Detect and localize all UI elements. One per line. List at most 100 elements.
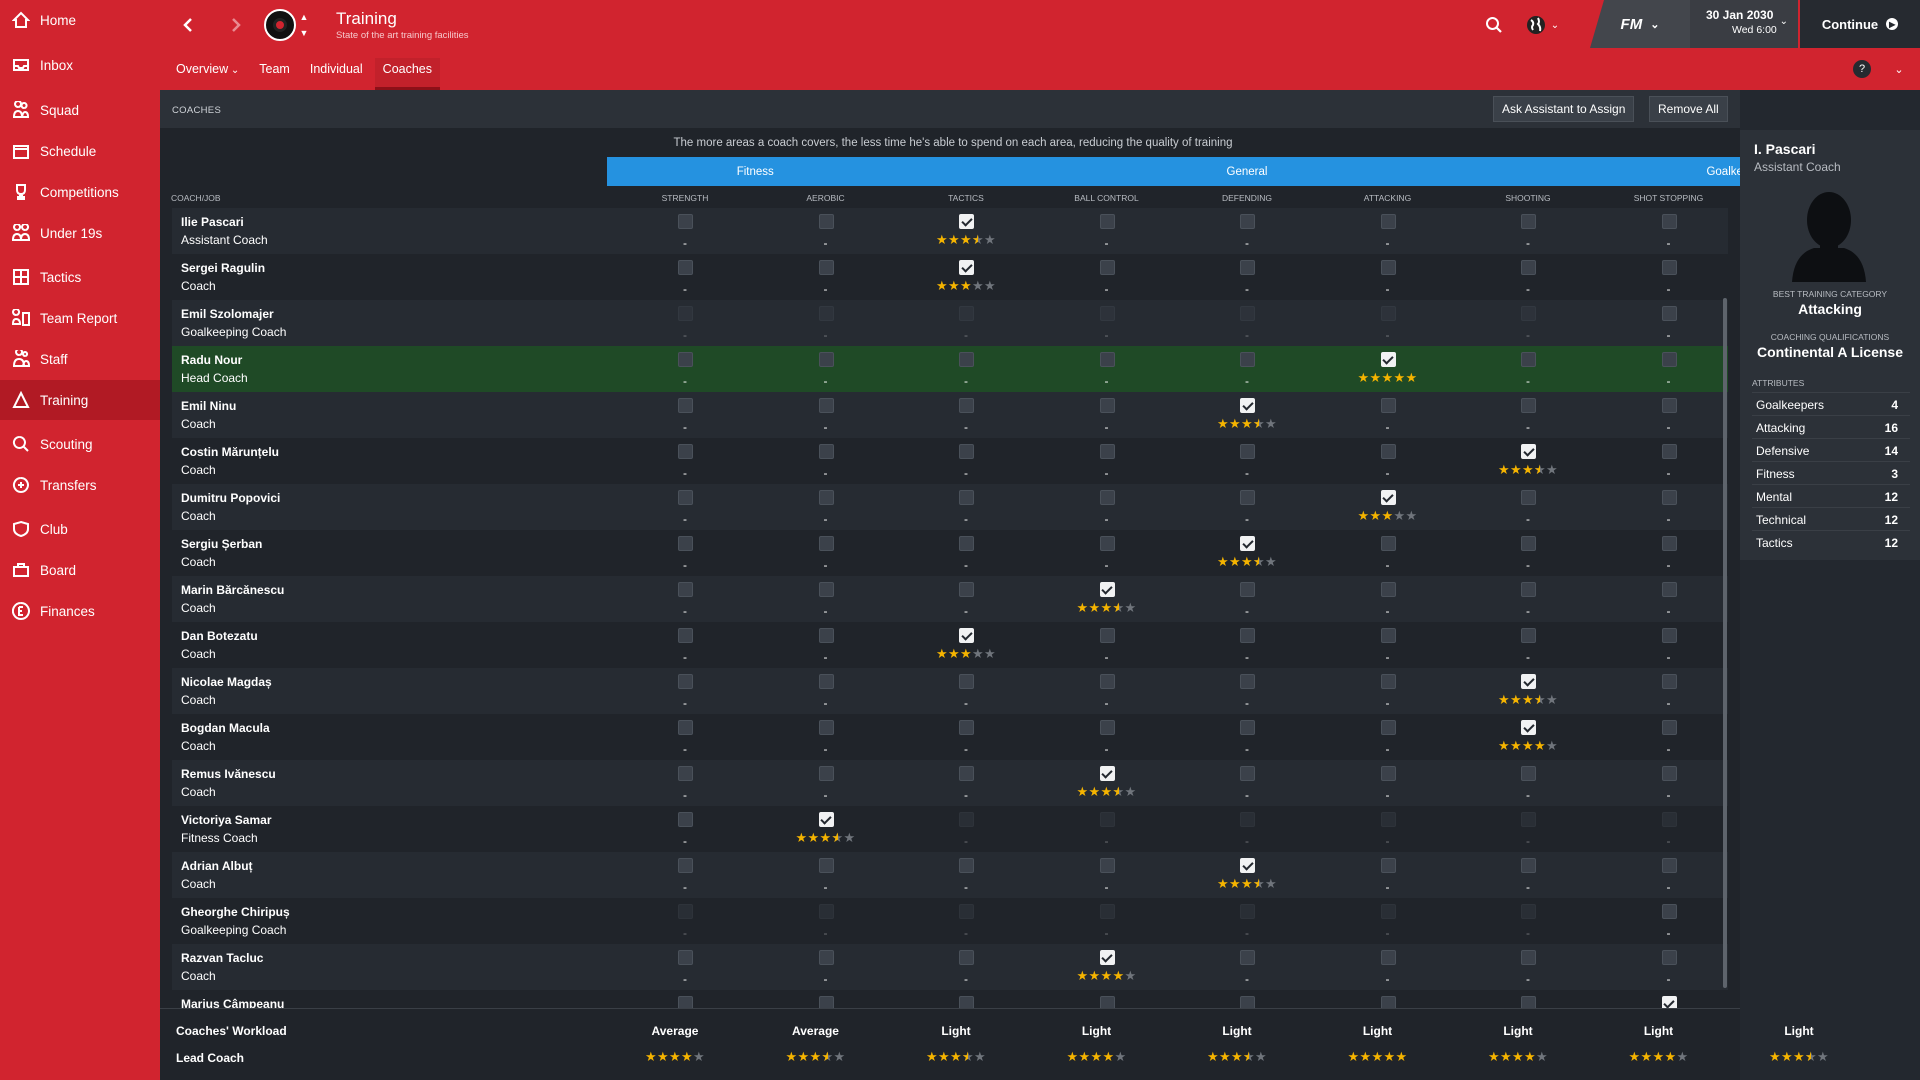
tab-overview[interactable]: Overview ⌄ [168,58,247,90]
assign-checkbox[interactable] [1240,490,1255,505]
assign-checkbox[interactable] [678,352,693,367]
table-row[interactable]: Emil Szolomajer Goalkeeping Coach - - - - - - - - [172,300,1728,346]
assign-checkbox[interactable] [1521,904,1536,919]
coach-name[interactable]: Nicolae Magdaș [181,675,272,689]
assign-checkbox[interactable] [1521,996,1536,1008]
assign-checkbox[interactable] [1240,260,1255,275]
assign-checkbox[interactable] [678,490,693,505]
assign-checkbox[interactable] [959,582,974,597]
assign-checkbox[interactable] [1240,766,1255,781]
assign-checkbox[interactable] [1240,904,1255,919]
assign-checkbox[interactable] [1099,628,1115,643]
assign-checkbox[interactable] [678,996,693,1008]
assign-checkbox[interactable] [818,214,834,229]
assign-checkbox[interactable] [1240,444,1255,459]
assign-checkbox[interactable] [1099,996,1115,1008]
assign-checkbox[interactable] [818,996,834,1008]
assign-checkbox[interactable] [818,398,834,413]
assign-checkbox[interactable] [959,996,974,1008]
assign-checkbox[interactable] [678,766,693,781]
coach-name[interactable]: Sergiu Șerban [181,537,263,551]
coach-name[interactable]: Sergei Ragulin [181,261,266,275]
assign-checkbox[interactable] [959,490,974,505]
assign-checkbox[interactable] [1380,398,1396,413]
assign-checkbox[interactable] [1521,858,1536,873]
forward-arrow-icon[interactable] [224,12,248,38]
assign-checkbox[interactable] [1099,766,1115,781]
assign-checkbox[interactable] [1661,996,1677,1008]
assign-checkbox[interactable] [959,858,974,873]
remove-all-button[interactable]: Remove All [1649,96,1728,122]
assign-checkbox[interactable] [1099,444,1115,459]
coach-name[interactable]: Marin Bărcănescu [181,583,285,597]
assign-checkbox[interactable] [818,260,834,275]
assign-checkbox[interactable] [1661,858,1677,873]
assign-checkbox[interactable] [1240,812,1255,827]
assign-checkbox[interactable] [1661,536,1677,551]
assign-checkbox[interactable] [818,858,834,873]
coach-name[interactable]: Razvan Tacluc [181,951,264,965]
sidebar-item-board[interactable]: Board [0,550,160,590]
assign-checkbox[interactable] [959,260,974,275]
tab-team[interactable]: Team [251,58,298,90]
coach-name[interactable]: Remus Ivănescu [181,767,276,781]
sidebar-item-competitions[interactable]: Competitions [0,172,160,212]
assign-checkbox[interactable] [959,766,974,781]
assign-checkbox[interactable] [959,720,974,735]
assign-checkbox[interactable] [959,398,974,413]
assign-checkbox[interactable] [1099,674,1115,689]
assign-checkbox[interactable] [1661,260,1677,275]
column-header-ball-control[interactable]: BALL CONTROL [1074,193,1139,203]
assign-checkbox[interactable] [1099,214,1115,229]
help-icon[interactable]: ? [1853,60,1871,78]
assign-checkbox[interactable] [818,582,834,597]
assign-checkbox[interactable] [959,536,974,551]
assign-checkbox[interactable] [1521,306,1536,321]
sidebar-item-squad[interactable]: Squad [0,90,160,130]
assign-checkbox[interactable] [678,674,693,689]
assign-checkbox[interactable] [1099,582,1115,597]
sidebar-item-team-report[interactable]: Team Report [0,298,160,338]
ask-assistant-button[interactable]: Ask Assistant to Assign [1493,96,1635,122]
assign-checkbox[interactable] [1661,352,1677,367]
sidebar-item-inbox[interactable]: Inbox [0,45,160,85]
continue-button[interactable]: Continue ▶ [1800,0,1920,48]
sidebar-item-training[interactable]: Training [0,380,160,420]
more-chevron-icon[interactable]: ⌄ [1894,63,1904,76]
coach-name[interactable]: Dumitru Popovici [181,491,281,505]
assign-checkbox[interactable] [1661,766,1677,781]
assign-checkbox[interactable] [959,628,974,643]
sidebar-item-finances[interactable]: Finances [0,591,160,631]
assign-checkbox[interactable] [1240,858,1255,873]
coach-name[interactable]: Emil Szolomajer [181,307,274,321]
coach-name[interactable]: Bogdan Macula [181,721,270,735]
assign-checkbox[interactable] [678,214,693,229]
assign-checkbox[interactable] [678,950,693,965]
assign-checkbox[interactable] [1521,812,1536,827]
assign-checkbox[interactable] [959,950,974,965]
assign-checkbox[interactable] [1380,214,1396,229]
column-header-attacking[interactable]: ATTACKING [1363,193,1412,203]
assign-checkbox[interactable] [678,260,693,275]
assign-checkbox[interactable] [1380,674,1396,689]
assign-checkbox[interactable] [818,766,834,781]
sidebar-item-transfers[interactable]: Transfers [0,465,160,505]
assign-checkbox[interactable] [1661,582,1677,597]
assign-checkbox[interactable] [1240,352,1255,367]
assign-checkbox[interactable] [1240,674,1255,689]
assign-checkbox[interactable] [818,352,834,367]
assign-checkbox[interactable] [1521,674,1536,689]
coach-name[interactable]: Radu Nour [181,353,243,367]
assign-checkbox[interactable] [959,674,974,689]
assign-checkbox[interactable] [1380,444,1396,459]
assign-checkbox[interactable] [1240,536,1255,551]
coach-name[interactable]: Victoriya Samar [181,813,272,827]
assign-checkbox[interactable] [1380,582,1396,597]
column-header-tactics[interactable]: TACTICS [948,193,984,203]
assign-checkbox[interactable] [1521,490,1536,505]
